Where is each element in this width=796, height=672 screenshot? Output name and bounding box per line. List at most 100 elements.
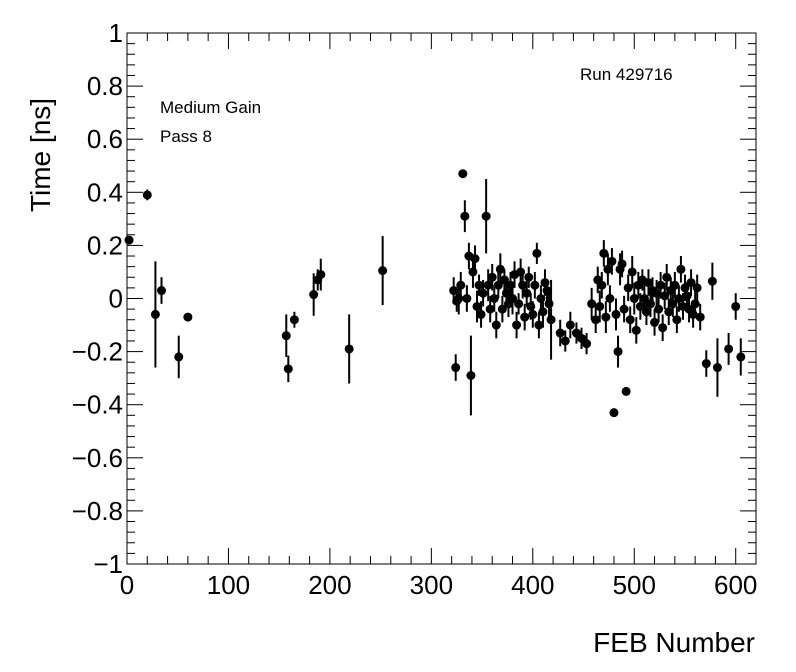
data-point — [674, 294, 684, 303]
data-point — [540, 278, 550, 288]
data-point — [662, 272, 672, 282]
data-point — [621, 386, 631, 396]
gain-annotation: Medium Gain — [160, 98, 261, 117]
data-point — [676, 264, 686, 274]
data-point — [599, 248, 609, 258]
data-point — [468, 267, 478, 277]
data-point — [672, 315, 682, 325]
data-point — [493, 280, 503, 290]
data-point — [501, 288, 511, 298]
data-point — [522, 288, 532, 298]
data-point — [316, 270, 326, 280]
data-point — [485, 304, 495, 314]
data-point — [454, 294, 464, 303]
y-tick-label: 0.2 — [87, 230, 123, 260]
data-point — [680, 283, 690, 293]
data-point — [664, 307, 674, 317]
data-point — [629, 294, 639, 303]
data-point — [516, 267, 526, 277]
data-point — [530, 280, 540, 290]
data-point — [645, 299, 655, 309]
x-tick-label: 300 — [410, 570, 453, 600]
data-point — [124, 235, 134, 245]
data-point — [701, 359, 711, 369]
minor-ticks — [126, 32, 757, 565]
data-point — [643, 278, 653, 288]
y-tick-label: −0.6 — [72, 443, 123, 473]
x-tick-label: 500 — [613, 570, 656, 600]
y-tick-label: 0.8 — [87, 71, 123, 101]
y-tick-labels: −1 −0.8 −0.6 −0.4 −0.2 0 0.2 0.4 0.6 0.8 1 — [72, 18, 123, 579]
data-point — [309, 290, 319, 300]
data-point — [650, 317, 660, 327]
data-point — [289, 315, 299, 325]
data-point — [460, 211, 470, 221]
data-point — [555, 328, 565, 338]
x-tick-label: 400 — [511, 570, 554, 600]
data-point — [692, 283, 702, 293]
data-point — [654, 304, 664, 314]
data-point — [542, 286, 552, 296]
data-point — [731, 301, 741, 311]
data-point — [652, 288, 662, 298]
data-point — [582, 339, 592, 349]
data-point — [449, 286, 459, 296]
x-tick-labels: 0 100 200 300 400 500 600 — [120, 570, 758, 600]
data-point — [142, 190, 152, 200]
data-point — [481, 211, 491, 221]
data-point — [619, 304, 629, 314]
data-point — [456, 280, 466, 290]
data-point — [466, 370, 476, 380]
data-point — [623, 283, 633, 293]
y-tick-label: −0.2 — [72, 337, 123, 367]
data-point — [607, 256, 617, 266]
data-point — [544, 299, 554, 309]
data-markers — [124, 169, 746, 418]
data-point — [736, 352, 746, 362]
data-point — [483, 280, 493, 290]
data-point — [462, 294, 472, 303]
data-point — [546, 315, 556, 325]
data-point — [538, 307, 548, 317]
data-point — [695, 312, 705, 322]
data-point — [656, 280, 666, 290]
data-point — [641, 307, 651, 317]
data-point — [534, 320, 544, 330]
data-point — [595, 301, 605, 311]
data-point — [487, 272, 497, 282]
y-tick-label: 1 — [109, 18, 123, 48]
data-point — [603, 264, 613, 274]
data-point — [520, 312, 530, 322]
data-point — [514, 299, 524, 309]
data-point — [497, 304, 507, 314]
data-point — [686, 278, 696, 288]
x-tick-label: 0 — [120, 570, 134, 600]
data-point — [518, 280, 528, 290]
data-point — [472, 301, 482, 311]
data-point — [591, 315, 601, 325]
data-point — [605, 294, 615, 303]
data-point — [156, 286, 166, 296]
data-point — [505, 280, 515, 290]
data-point — [668, 299, 678, 309]
data-point — [344, 344, 354, 354]
data-point — [682, 291, 692, 301]
y-tick-label: 0.6 — [87, 124, 123, 154]
data-point — [609, 408, 619, 418]
data-point — [670, 280, 680, 290]
data-point — [587, 299, 597, 309]
data-point — [635, 301, 645, 311]
data-point — [526, 301, 536, 311]
data-point — [617, 259, 627, 269]
y-tick-label: −0.8 — [72, 496, 123, 526]
data-point — [707, 276, 717, 286]
data-point — [613, 347, 623, 357]
data-point — [476, 309, 486, 319]
data-point — [281, 331, 291, 341]
data-point — [512, 320, 522, 330]
data-point — [597, 280, 607, 290]
y-tick-label: −0.4 — [72, 390, 123, 420]
y-tick-label: 0 — [109, 284, 123, 314]
data-point — [532, 248, 542, 258]
